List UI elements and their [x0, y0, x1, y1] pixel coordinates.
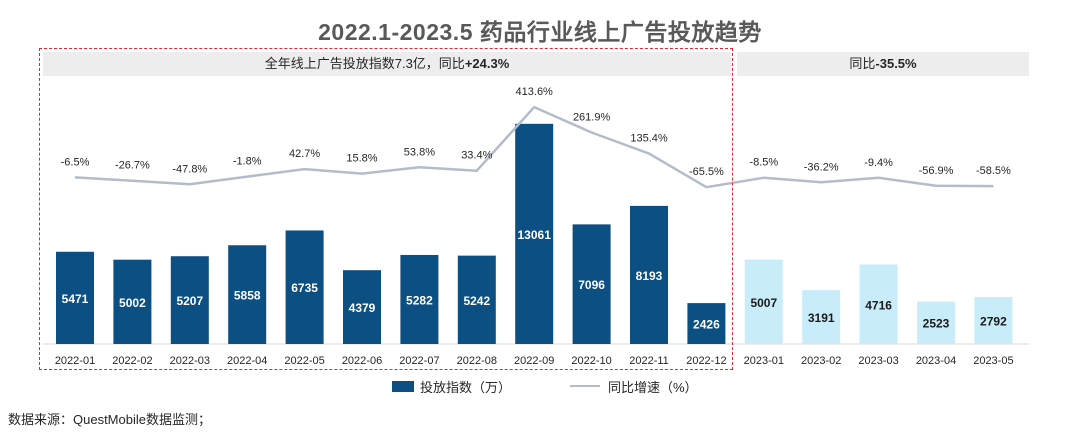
bar-2022-01	[56, 251, 94, 344]
growth-label-2022-06: 15.8%	[346, 153, 377, 165]
growth-label-2022-01: -6.5%	[61, 156, 90, 168]
bar-2023-05	[974, 296, 1013, 344]
bar-2023-04	[917, 301, 955, 344]
bar-value-label-2022-12: 2426	[693, 318, 720, 332]
x-tick-label-2022-10: 2022-10	[571, 355, 611, 367]
band-2023-text: 同比	[849, 56, 876, 71]
bar-value-label-2023-01: 5007	[750, 296, 777, 310]
x-tick-label-2022-07: 2022-07	[399, 355, 439, 367]
growth-label-2022-05: 42.7%	[289, 148, 320, 160]
growth-label-2023-01: -8.5%	[749, 157, 778, 169]
bar-2022-08	[457, 255, 496, 344]
bar-value-label-2023-04: 2523	[923, 317, 950, 331]
growth-label-2023-04: -56.9%	[919, 165, 954, 177]
bar-value-label-2023-03: 4716	[865, 298, 892, 312]
bar-value-label-2022-03: 5207	[176, 294, 203, 308]
x-tick-label-2023-02: 2023-02	[801, 355, 841, 367]
bar-value-label-2022-09: 13061	[518, 228, 552, 242]
x-tick-label-2022-03: 2022-03	[170, 355, 210, 367]
legend-item-bar: 投放指数（万）	[392, 376, 511, 396]
growth-label-2022-04: -1.8%	[233, 156, 262, 168]
bar-value-label-2022-08: 5242	[463, 294, 490, 308]
x-tick-label-2023-01: 2023-01	[744, 355, 784, 367]
growth-label-2022-08: 33.4%	[461, 150, 492, 162]
growth-label-2023-02: -36.2%	[804, 161, 839, 173]
bar-2023-02	[802, 290, 841, 344]
legend-line-label: 同比增速（%）	[608, 379, 698, 395]
bar-2022-02	[113, 259, 152, 344]
bar-2022-09	[515, 123, 554, 344]
bar-value-label-2023-02: 3191	[808, 311, 835, 325]
data-source-note: 数据来源：QuestMobile数据监测；	[8, 412, 211, 427]
bar-value-label-2022-06: 4379	[349, 301, 376, 315]
bar-2022-10	[572, 224, 611, 344]
bar-2022-04	[228, 245, 267, 344]
bar-2022-11	[630, 205, 668, 344]
x-tick-label-2022-12: 2022-12	[686, 355, 726, 367]
bar-value-label-2022-10: 7096	[578, 278, 605, 292]
bar-2023-01	[744, 259, 783, 344]
x-tick-label-2022-01: 2022-01	[55, 355, 95, 367]
legend-item-line: 同比增速（%）	[570, 376, 698, 396]
x-tick-label-2022-11: 2022-11	[629, 355, 669, 367]
x-tick-label-2023-05: 2023-05	[973, 355, 1013, 367]
growth-rate-line	[74, 105, 994, 189]
x-tick-label-2022-09: 2022-09	[514, 355, 554, 367]
growth-label-2023-05: -58.5%	[976, 165, 1011, 177]
bar-2023-03	[859, 264, 898, 344]
legend-bar-label: 投放指数（万）	[420, 379, 512, 395]
growth-label-2022-09: 413.6%	[516, 86, 554, 98]
bar-2022-06	[343, 270, 381, 344]
legend-bar-swatch	[392, 380, 414, 392]
bar-value-label-2022-11: 8193	[636, 269, 663, 283]
chart-title: 2022.1-2023.5 药品行业线上广告投放趋势	[318, 19, 762, 45]
growth-label-2022-10: 261.9%	[573, 111, 611, 123]
x-tick-label-2022-06: 2022-06	[342, 355, 382, 367]
growth-label-2022-02: -26.7%	[115, 160, 150, 172]
legend-line-swatch	[570, 385, 600, 387]
band-2023-value: -35.5%	[875, 56, 917, 71]
combo-chart: 5471 2022-01 5002 2022-02 5207 2022-03 5858 202…	[43, 86, 1029, 367]
growth-label-2022-11: 135.4%	[630, 133, 668, 145]
band-2022-value: +24.3%	[464, 56, 510, 71]
bar-2022-03	[170, 256, 209, 344]
growth-label-2023-03: -9.4%	[864, 157, 893, 169]
bar-value-label-2023-05: 2792	[980, 314, 1007, 328]
bar-value-label-2022-02: 5002	[119, 296, 146, 310]
growth-label-2022-07: 53.8%	[404, 146, 435, 158]
growth-label-2022-12: -65.5%	[689, 166, 724, 178]
bar-2022-07	[400, 254, 439, 344]
legend: 投放指数（万） 同比增速（%）	[0, 376, 1080, 396]
bar-2022-05	[285, 230, 324, 344]
x-tick-label-2023-03: 2023-03	[858, 355, 898, 367]
annotation-band-2023: 同比-35.5%	[737, 52, 1029, 76]
x-tick-label-2022-05: 2022-05	[284, 355, 324, 367]
bar-2022-12	[687, 303, 726, 344]
x-tick-label-2022-08: 2022-08	[457, 355, 497, 367]
x-tick-label-2023-04: 2023-04	[916, 355, 956, 367]
bar-value-label-2022-07: 5282	[406, 293, 433, 307]
growth-label-2022-03: -47.8%	[172, 163, 207, 175]
bar-value-label-2022-05: 6735	[291, 281, 318, 295]
bar-value-label-2022-04: 5858	[234, 289, 261, 303]
x-tick-label-2022-02: 2022-02	[112, 355, 152, 367]
bar-value-label-2022-01: 5471	[62, 292, 89, 306]
annotation-band-2022: 全年线上广告投放指数7.3亿，同比+24.3%	[43, 52, 731, 76]
band-2022-text: 全年线上广告投放指数7.3亿，同比	[264, 56, 465, 71]
x-tick-label-2022-04: 2022-04	[227, 355, 267, 367]
